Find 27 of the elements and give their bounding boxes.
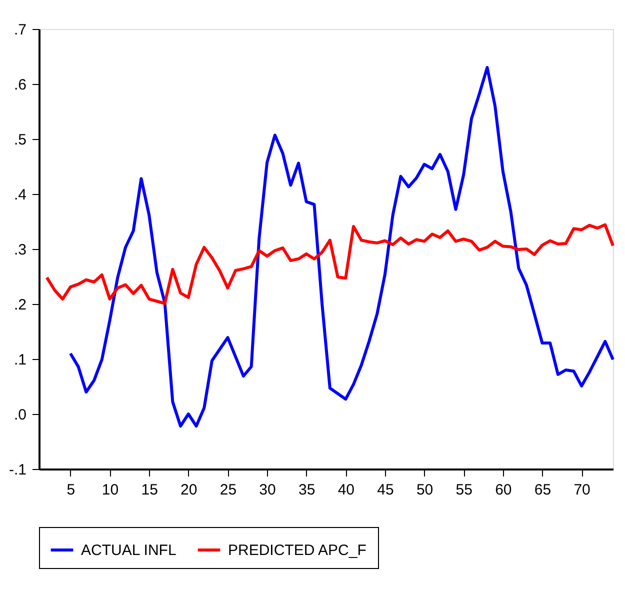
x-tick-label: 5 (66, 482, 76, 498)
legend-label: ACTUAL INFL (81, 542, 176, 559)
x-tick-label: 50 (416, 482, 434, 498)
y-tick-label: .2 (14, 296, 26, 314)
y-tick-label: .0 (14, 406, 26, 424)
y-tick-label: .3 (14, 242, 26, 258)
x-tick-label: 20 (180, 482, 198, 498)
line-series (68, 66, 614, 428)
y-tick-label: -.1 (8, 462, 26, 478)
x-tick-label: 15 (141, 482, 158, 498)
x-tick-label: 25 (220, 482, 237, 498)
y-tick-label: .7 (14, 22, 26, 38)
x-tick-label: 65 (534, 482, 552, 498)
x-tick-label: 40 (338, 482, 354, 498)
legend-label: PREDICTED APC_F (228, 542, 366, 559)
x-tick-label: 45 (377, 482, 394, 498)
x-tick-label: 70 (574, 482, 590, 498)
x-tick-label: 10 (102, 482, 119, 498)
x-tick-label: 35 (298, 482, 316, 498)
y-tick-label: .5 (14, 132, 26, 148)
y-tick-label: .6 (14, 76, 26, 94)
x-tick-label: 55 (456, 482, 472, 498)
line-series (45, 223, 614, 305)
x-tick-label: 30 (259, 482, 276, 498)
x-tick-label: 60 (495, 482, 512, 498)
y-tick-label: .4 (14, 186, 26, 204)
y-tick-label: .1 (14, 352, 26, 368)
